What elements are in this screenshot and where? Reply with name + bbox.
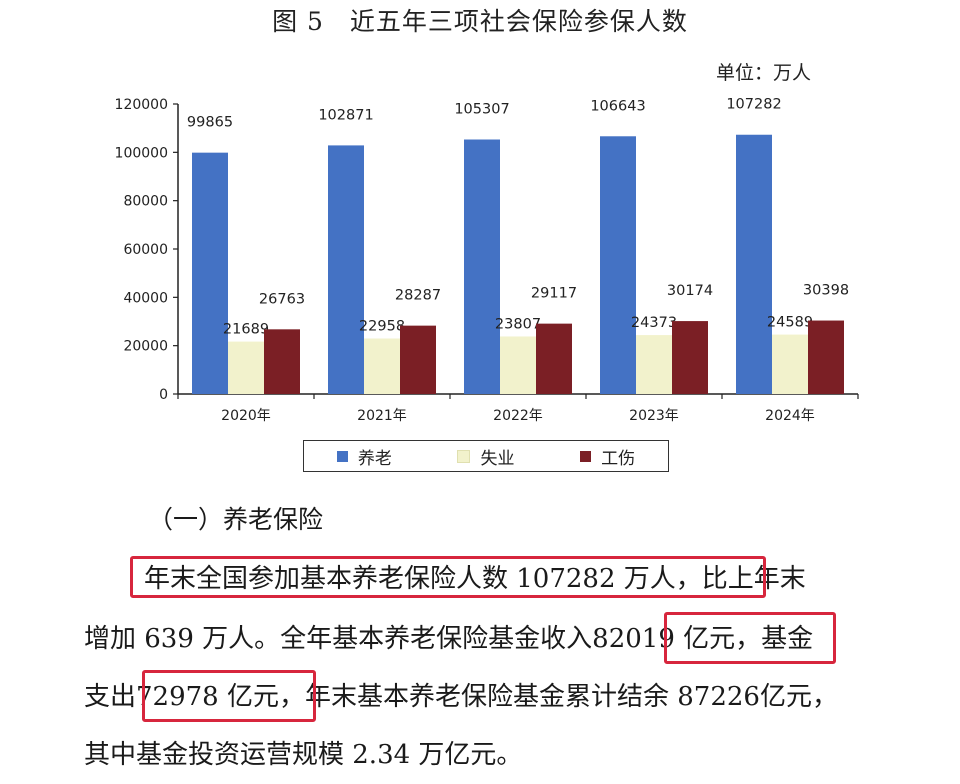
data-label: 106643 — [590, 98, 645, 114]
data-label: 26763 — [259, 291, 305, 307]
x-tick-label: 2024年 — [765, 408, 815, 424]
bar — [672, 321, 708, 394]
y-tick-label: 120000 — [115, 97, 168, 113]
bar — [464, 139, 500, 394]
data-label: 105307 — [454, 102, 509, 118]
paragraph-line-4: 其中基金投资运营规模 2.34 万亿元。 — [84, 740, 523, 770]
paragraph-line-3-highlight: 72978 亿元 — [136, 682, 279, 712]
highlight-box-fund-income — [664, 612, 836, 664]
figure-title: 图 5 近五年三项社会保险参保人数 — [272, 7, 688, 36]
paragraph-line-2-end: ，基金 — [735, 624, 814, 654]
data-label: 24589 — [767, 315, 813, 331]
paragraph-line-3-end: ，年末基本养老保险基金累计结余 87226亿元， — [279, 682, 838, 712]
highlight-box-fund-expenditure — [142, 670, 316, 722]
bar — [364, 338, 400, 394]
data-label: 29117 — [531, 286, 577, 302]
data-label: 21689 — [223, 322, 269, 338]
highlight-box-insured-count — [130, 556, 766, 598]
bar — [264, 329, 300, 394]
data-label: 28287 — [395, 288, 441, 304]
x-tick-label: 2022年 — [493, 408, 543, 424]
legend-item-pension: 养老 — [336, 444, 392, 469]
data-label: 102871 — [318, 107, 373, 123]
data-label: 30174 — [667, 283, 713, 299]
paragraph-line-1-highlight: 年末全国参加基本养老保险人数 107282 万人 — [144, 564, 676, 594]
x-tick-label: 2021年 — [357, 408, 407, 424]
bar — [536, 323, 572, 394]
legend-swatch-injury — [580, 450, 592, 462]
bar — [636, 335, 672, 394]
data-label: 30398 — [803, 283, 849, 299]
legend-label-unemployment: 失业 — [480, 448, 515, 469]
chart-legend: 养老 失业 工伤 — [303, 440, 669, 472]
y-tick-label: 100000 — [115, 145, 168, 161]
legend-swatch-unemployment — [457, 449, 471, 463]
data-label: 24373 — [631, 315, 677, 331]
y-tick-label: 60000 — [123, 242, 168, 258]
unit-label: 单位：万人 — [716, 62, 812, 84]
bar — [736, 134, 772, 394]
paragraph-line-1-rest: ，比上年末 — [675, 564, 806, 594]
bar — [600, 136, 636, 394]
bar — [192, 152, 228, 394]
bar — [328, 145, 364, 394]
paragraph-line-3-start: 支出 — [84, 682, 137, 712]
data-label: 23807 — [495, 316, 541, 332]
legend-label-pension: 养老 — [357, 448, 392, 469]
paragraph-line-1: 年末全国参加基本养老保险人数 107282 万人，比上年末 — [144, 558, 806, 595]
x-tick-label: 2020年 — [221, 408, 271, 424]
paragraph-line-3: 支出72978 亿元，年末基本养老保险基金累计结余 87226亿元， — [84, 676, 838, 713]
data-label: 99865 — [187, 115, 233, 131]
x-tick-label: 2023年 — [629, 408, 679, 424]
paragraph-line-2: 增加 639 万人。全年基本养老保险基金收入82019 亿元，基金 — [84, 618, 813, 655]
section-heading: （一）养老保险 — [148, 505, 324, 534]
bar — [400, 325, 436, 394]
bar — [500, 336, 536, 394]
paragraph-line-2-highlight: 82019 亿元 — [592, 624, 736, 654]
bar — [228, 341, 264, 394]
legend-label-injury: 工伤 — [601, 448, 636, 469]
bar — [772, 334, 808, 394]
legend-item-injury: 工伤 — [580, 444, 635, 469]
y-tick-label: 0 — [159, 387, 168, 403]
data-label: 107282 — [726, 97, 781, 113]
bar-chart: 0 20000 40000 60000 80000 100000 120000 99865 21… — [115, 97, 859, 424]
bar — [808, 320, 844, 394]
y-tick-label: 80000 — [123, 194, 168, 210]
legend-swatch-pension — [336, 450, 348, 462]
paragraph-line-2-start: 增加 639 万人。全年基本养老保险基金收入 — [84, 624, 593, 654]
data-label: 22958 — [359, 319, 405, 335]
y-tick-label: 20000 — [123, 339, 168, 355]
legend-item-unemployment: 失业 — [457, 444, 514, 469]
y-tick-label: 40000 — [123, 290, 168, 306]
